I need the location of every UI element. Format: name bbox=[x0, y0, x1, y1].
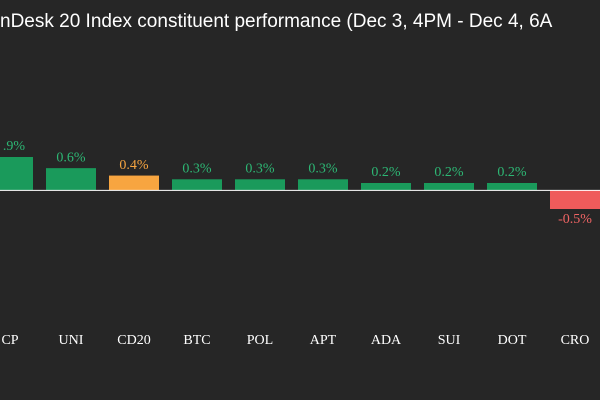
x-tick-label: POL bbox=[247, 333, 273, 348]
bar bbox=[46, 168, 96, 191]
bar bbox=[424, 183, 474, 191]
value-label: 0.2% bbox=[371, 165, 401, 180]
bar bbox=[0, 157, 33, 191]
value-label: 0.3% bbox=[308, 162, 338, 177]
bar bbox=[172, 179, 222, 191]
x-tick-label: CD20 bbox=[117, 333, 150, 348]
x-tick-label: ADA bbox=[371, 333, 402, 348]
chart-title: nDesk 20 Index constituent performance (… bbox=[0, 11, 553, 32]
x-tick-label: DOT bbox=[498, 333, 527, 348]
value-label: 0.3% bbox=[245, 162, 275, 177]
bar bbox=[109, 175, 159, 191]
x-tick-label: SUI bbox=[438, 333, 461, 348]
bar bbox=[550, 190, 600, 209]
x-tick-label: CRO bbox=[561, 333, 590, 348]
value-label: 0.4% bbox=[119, 158, 149, 173]
x-tick-label: APT bbox=[310, 333, 337, 348]
bar bbox=[487, 183, 537, 191]
bar bbox=[361, 183, 411, 191]
x-tick-label: BTC bbox=[183, 333, 210, 348]
x-tick-label: UNI bbox=[59, 333, 84, 348]
value-label: 0.2% bbox=[497, 165, 527, 180]
value-label: 0.3% bbox=[182, 162, 212, 177]
value-label: .9% bbox=[3, 139, 26, 154]
x-tick-label: CP bbox=[1, 333, 18, 348]
bar bbox=[298, 179, 348, 191]
bar bbox=[235, 179, 285, 191]
value-label: 0.2% bbox=[434, 165, 464, 180]
value-label: -0.5% bbox=[558, 212, 592, 227]
value-label: 0.6% bbox=[56, 150, 86, 165]
